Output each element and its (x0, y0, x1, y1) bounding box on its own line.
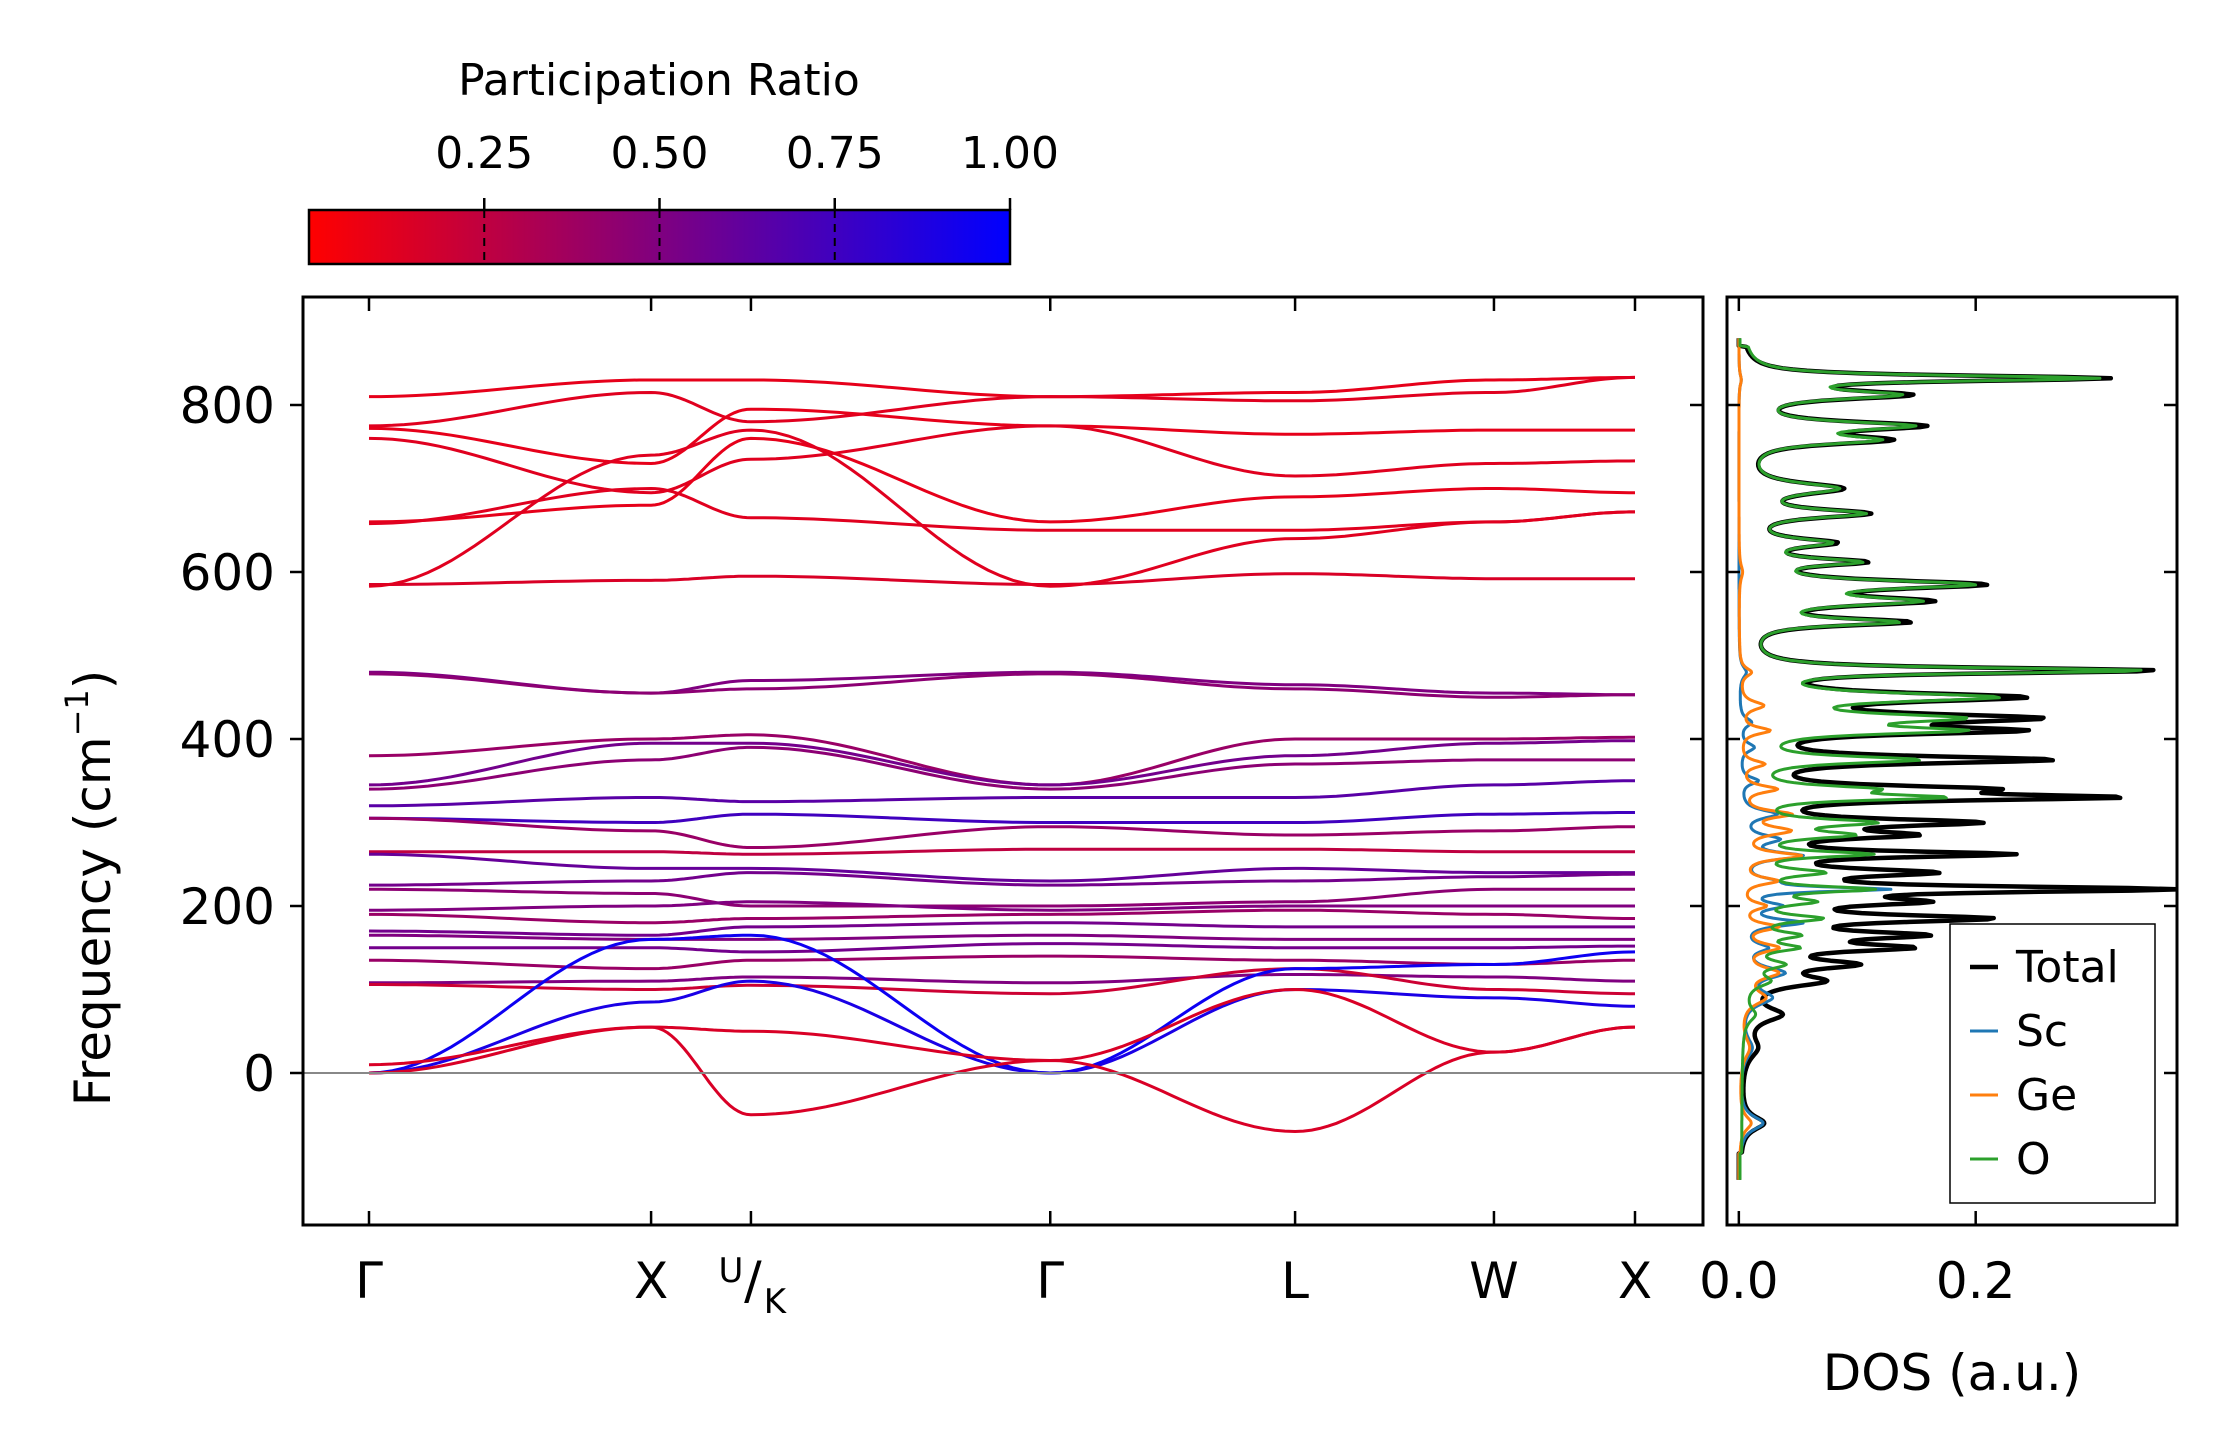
kpoint-label: X (1618, 1252, 1652, 1310)
band-line (368, 672, 1636, 699)
band-line (368, 987, 1636, 1075)
band-line (368, 745, 1635, 791)
band-line (369, 942, 1635, 954)
dos-line-ge (1737, 338, 1804, 1181)
y-tick-label: 200 (180, 878, 275, 936)
band-line (368, 739, 1635, 787)
band-line (368, 816, 1635, 849)
band-axes-frame (301, 295, 1705, 1227)
kpoint-label: Γ (1036, 1252, 1064, 1310)
band-line (368, 852, 1635, 883)
legend-label: Ge (2016, 1070, 2077, 1121)
colorbar-title: Participation Ratio (458, 55, 860, 106)
dos-line-o (1738, 338, 2143, 1181)
kpoint-label: X (634, 1252, 668, 1310)
kpoint-label-u: U (718, 1251, 743, 1291)
band-line (368, 436, 1635, 524)
dos-x-tick-label: 0.2 (1936, 1252, 2016, 1310)
y-tick-label: 400 (180, 711, 275, 769)
kpoint-label: W (1469, 1252, 1518, 1310)
band-line (368, 375, 1636, 428)
band-line (369, 572, 1635, 586)
band-structure-panel: Γ X Γ L W X U / K 0 200 400 600 800 Frequency (cm−1) (58, 295, 1705, 1322)
kpoint-label-k: K (764, 1282, 788, 1322)
colorbar-tick-label: 0.50 (611, 128, 709, 179)
band-line (368, 921, 1635, 937)
band-line (369, 779, 1635, 808)
colorbar-tick-label: 1.00 (961, 128, 1059, 179)
band-line (368, 428, 1635, 588)
dos-panel: 0.0 0.2 DOS (a.u.) Total Sc Ge O (1699, 295, 2179, 1402)
band-line (369, 973, 1635, 985)
band-line (369, 933, 1635, 941)
band-line (369, 967, 1635, 996)
band-line (369, 847, 1635, 856)
dos-legend: Total Sc Ge O (1949, 923, 2156, 1204)
band-line (369, 908, 1635, 925)
dos-line-sc (1737, 338, 1893, 1181)
y-tick-label: 0 (243, 1045, 275, 1103)
band-line (368, 424, 1636, 495)
colorbar-tick-label: 0.25 (435, 128, 533, 179)
colorbar-tick-label: 0.75 (786, 128, 884, 179)
legend-label: Sc (2016, 1006, 2068, 1057)
y-tick-label: 800 (180, 377, 275, 435)
y-axis-label: Frequency (cm−1) (58, 670, 122, 1107)
band-line (369, 811, 1635, 824)
dos-axes-frame (1725, 295, 2179, 1227)
dos-x-tick-label: 0.0 (1699, 1252, 1779, 1310)
band-line (369, 871, 1635, 887)
legend-label: Total (2015, 942, 2119, 993)
kpoint-label-slash: / (744, 1251, 762, 1311)
legend-label: O (2016, 1134, 2051, 1185)
band-line (369, 887, 1635, 908)
dos-x-axis-label: DOS (a.u.) (1823, 1344, 2082, 1402)
band-line (369, 954, 1635, 971)
kpoint-label: L (1281, 1252, 1309, 1310)
band-line (369, 900, 1635, 912)
band-line (368, 1025, 1636, 1134)
kpoint-label: Γ (355, 1252, 383, 1310)
band-line (368, 407, 1635, 466)
legend-frame (1949, 923, 2156, 1204)
colorbar: Participation Ratio 0.25 0.50 0.75 1.00 (307, 55, 1059, 266)
y-tick-label: 600 (180, 544, 275, 602)
